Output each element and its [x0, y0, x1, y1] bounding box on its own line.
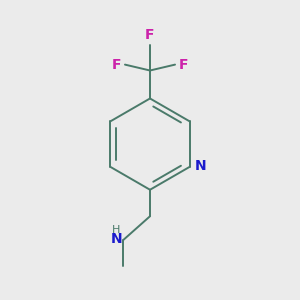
Text: H: H	[112, 224, 120, 235]
Text: F: F	[112, 58, 122, 72]
Text: N: N	[195, 159, 206, 173]
Text: F: F	[178, 58, 188, 72]
Text: F: F	[145, 28, 155, 42]
Text: N: N	[110, 232, 122, 246]
